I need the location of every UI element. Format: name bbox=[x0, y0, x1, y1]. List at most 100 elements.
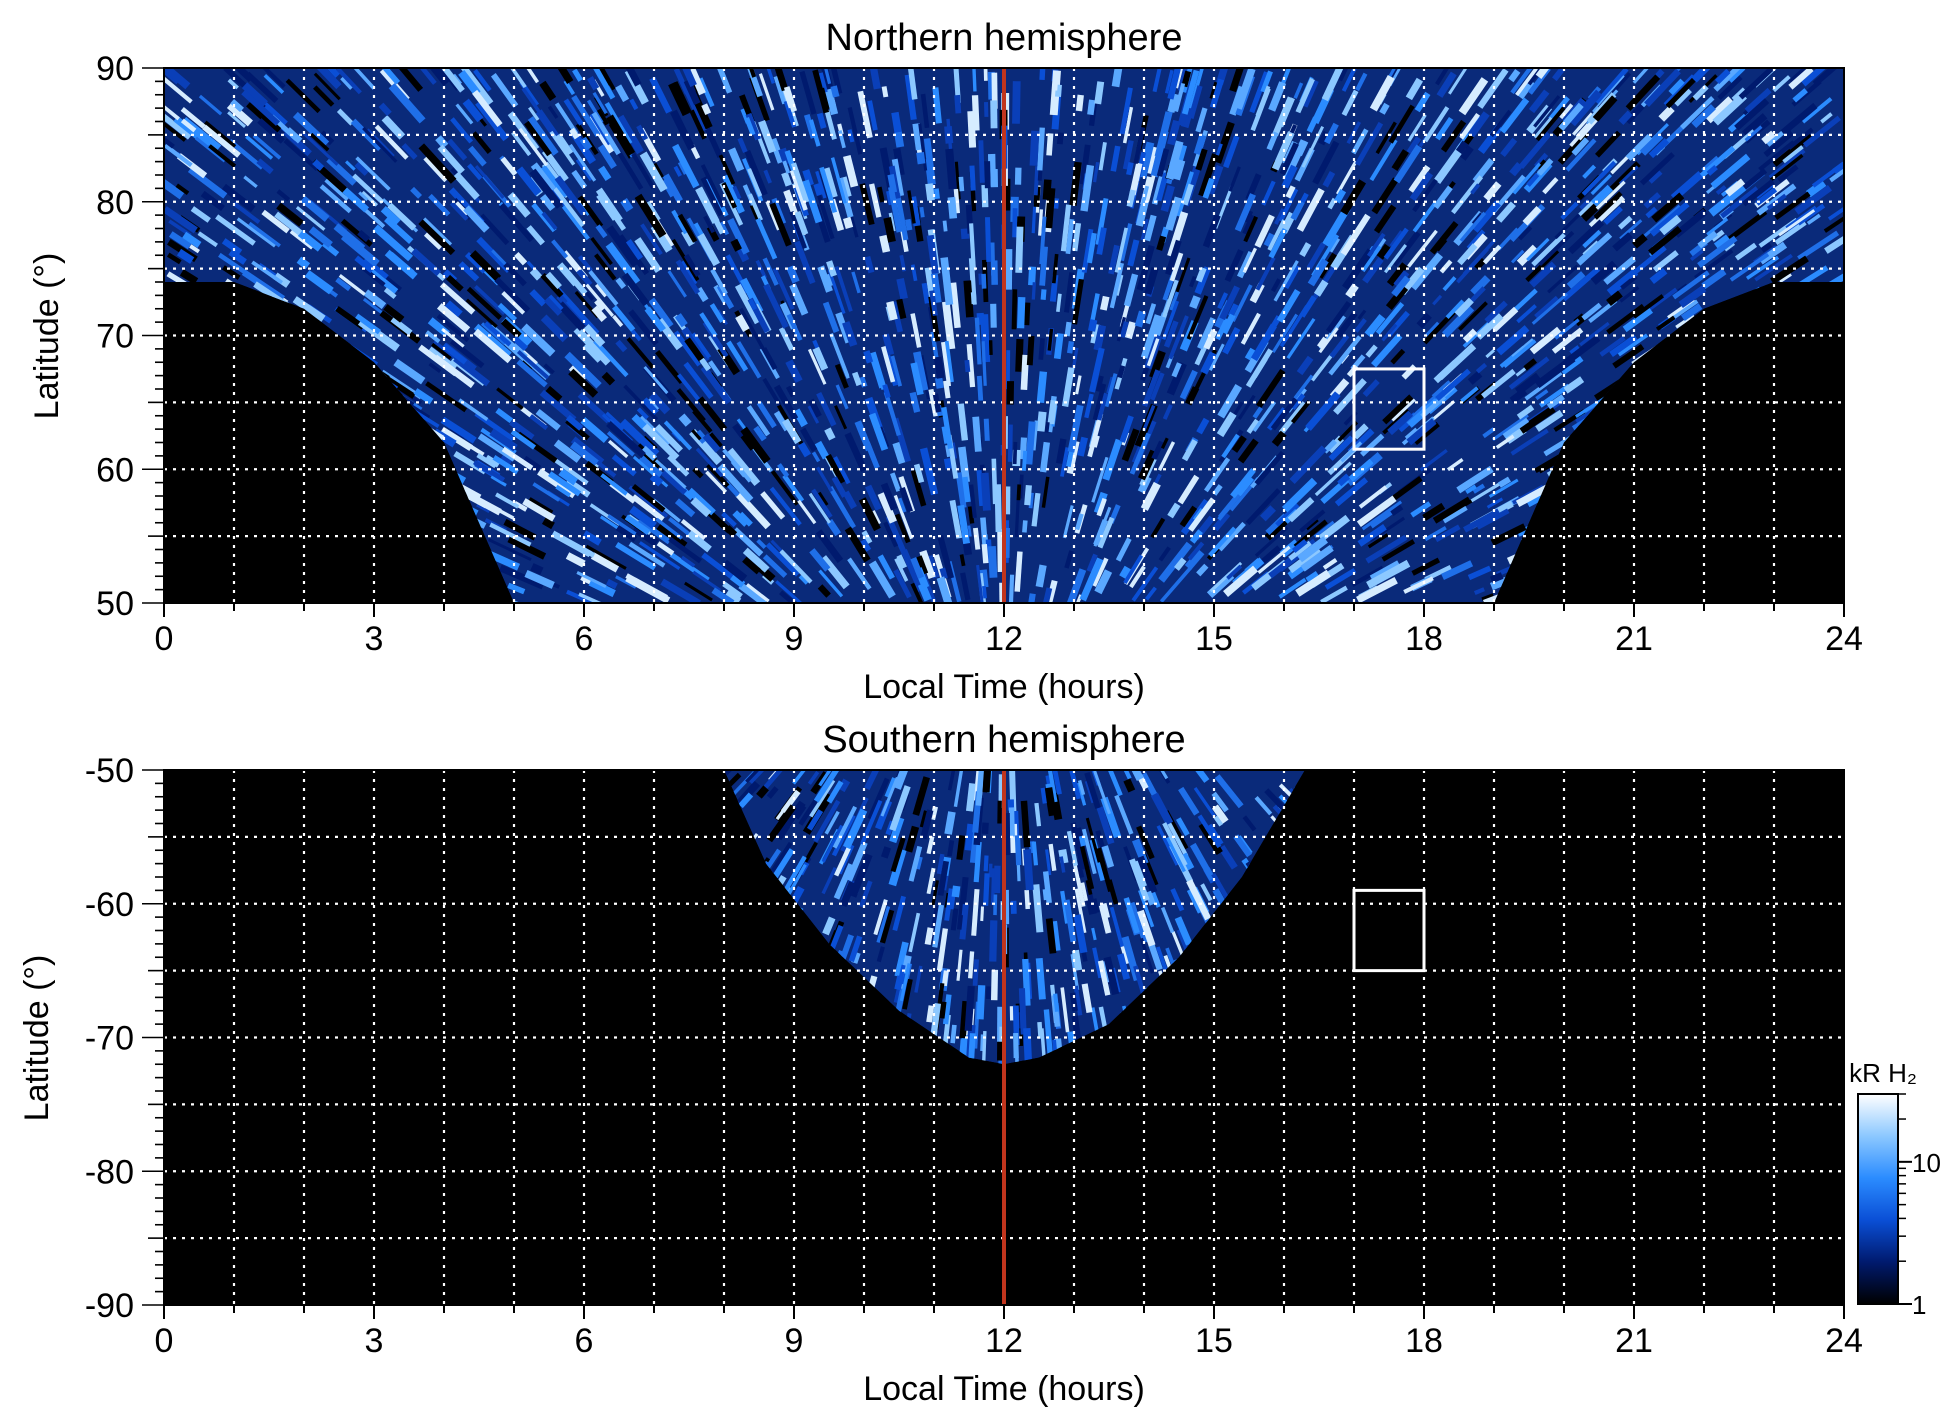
south-emission-streak bbox=[973, 841, 982, 883]
north-emission-streak bbox=[473, 323, 512, 358]
north-emission-streak bbox=[1538, 230, 1575, 266]
north-emission-streak bbox=[1305, 570, 1319, 582]
north-emission-streak bbox=[1622, 307, 1654, 333]
north-emission-streak bbox=[886, 300, 898, 321]
north-emission-streak bbox=[1036, 411, 1047, 432]
north-emission-streak bbox=[1021, 450, 1028, 471]
north-emission-streak bbox=[445, 300, 463, 318]
north-emission-streak bbox=[681, 326, 710, 364]
north-emission-streak bbox=[1435, 238, 1448, 252]
north-emission-streak bbox=[1064, 272, 1075, 313]
south-emission-streak bbox=[826, 780, 844, 804]
north-emission-streak bbox=[1345, 283, 1359, 299]
north-y-tick-label: 90 bbox=[96, 50, 134, 88]
north-emission-streak bbox=[1391, 230, 1421, 267]
north-emission-streak bbox=[969, 165, 976, 191]
north-emission-streak bbox=[1393, 270, 1410, 288]
north-emission-streak bbox=[710, 268, 728, 295]
north-emission-streak bbox=[851, 271, 861, 294]
north-emission-streak bbox=[1590, 173, 1613, 196]
north-emission-streak bbox=[1104, 373, 1118, 408]
north-emission-streak bbox=[1122, 106, 1134, 144]
north-emission-streak bbox=[1599, 336, 1626, 357]
north-emission-streak bbox=[1121, 428, 1140, 462]
north-emission-streak bbox=[1067, 404, 1084, 453]
north-emission-streak bbox=[1246, 418, 1260, 434]
north-emission-streak bbox=[700, 365, 732, 405]
north-emission-streak bbox=[628, 309, 659, 346]
north-emission-streak bbox=[914, 555, 929, 576]
north-emission-streak bbox=[793, 210, 809, 236]
south-emission-streak bbox=[839, 881, 856, 908]
north-emission-streak bbox=[440, 416, 477, 444]
north-emission-streak bbox=[529, 414, 549, 431]
north-emission-streak bbox=[591, 111, 621, 156]
north-emission-streak bbox=[649, 76, 673, 114]
north-emission-streak bbox=[1609, 334, 1638, 358]
north-emission-streak bbox=[606, 114, 636, 156]
north-emission-streak bbox=[506, 68, 527, 89]
north-emission-streak bbox=[1514, 372, 1541, 395]
north-emission-streak bbox=[976, 469, 985, 507]
north-emission-streak bbox=[738, 511, 753, 527]
north-emission-streak bbox=[1680, 96, 1715, 130]
north-emission-streak bbox=[1592, 75, 1626, 114]
north-emission-streak bbox=[763, 68, 775, 84]
north-emission-streak bbox=[702, 433, 721, 453]
north-emission-streak bbox=[818, 87, 830, 111]
north-emission-streak bbox=[603, 411, 625, 432]
north-emission-streak bbox=[1202, 328, 1218, 350]
north-emission-streak bbox=[882, 384, 891, 399]
south-emission-streak bbox=[806, 809, 824, 831]
north-emission-streak bbox=[164, 116, 187, 142]
north-emission-streak bbox=[1691, 104, 1716, 129]
north-emission-streak bbox=[1361, 500, 1403, 531]
north-emission-streak bbox=[797, 441, 812, 458]
south-emission-streak bbox=[843, 808, 868, 849]
north-emission-streak bbox=[591, 68, 616, 91]
north-emission-streak bbox=[724, 589, 742, 603]
south-emission-streak bbox=[947, 770, 957, 791]
north-emission-streak bbox=[532, 482, 561, 502]
north-emission-streak bbox=[660, 470, 688, 495]
north-emission-streak bbox=[607, 514, 637, 536]
north-emission-streak bbox=[447, 138, 468, 161]
north-emission-streak bbox=[372, 224, 414, 262]
north-emission-streak bbox=[1632, 294, 1664, 319]
north-emission-streak bbox=[1406, 418, 1437, 446]
north-emission-streak bbox=[276, 189, 291, 202]
north-emission-streak bbox=[816, 392, 837, 427]
north-emission-streak bbox=[245, 135, 274, 160]
north-emission-streak bbox=[221, 238, 243, 256]
north-emission-streak bbox=[1434, 524, 1461, 543]
north-emission-streak bbox=[568, 143, 597, 182]
north-emission-streak bbox=[1595, 130, 1622, 158]
north-emission-streak bbox=[1217, 383, 1243, 419]
north-emission-streak bbox=[1391, 149, 1409, 172]
north-highlight-box bbox=[1352, 367, 1426, 451]
north-emission-streak bbox=[1181, 69, 1200, 115]
south-emission-streak bbox=[959, 1039, 965, 1056]
north-emission-streak bbox=[1789, 68, 1809, 85]
north-emission-streak bbox=[545, 271, 562, 290]
north-emission-streak bbox=[1649, 201, 1690, 237]
north-emission-streak bbox=[526, 225, 545, 246]
north-emission-streak bbox=[1354, 318, 1367, 333]
north-emission-streak bbox=[1691, 68, 1714, 83]
north-emission-streak bbox=[863, 350, 874, 364]
north-emission-streak bbox=[763, 283, 789, 329]
north-emission-streak bbox=[763, 169, 772, 184]
north-emission-streak bbox=[1281, 164, 1298, 189]
north-emission-streak bbox=[933, 356, 945, 379]
north-emission-streak bbox=[1306, 242, 1326, 270]
north-emission-streak bbox=[1516, 304, 1537, 324]
north-emission-streak bbox=[1255, 85, 1271, 117]
north-emission-streak bbox=[1039, 216, 1047, 265]
north-emission-streak bbox=[449, 201, 469, 221]
north-emission-streak bbox=[306, 68, 342, 90]
north-emission-streak bbox=[939, 567, 949, 580]
north-emission-streak bbox=[711, 587, 735, 603]
north-x-tick-label: 24 bbox=[1825, 620, 1863, 658]
north-emission-streak bbox=[1260, 70, 1273, 93]
north-emission-streak bbox=[1297, 140, 1309, 157]
